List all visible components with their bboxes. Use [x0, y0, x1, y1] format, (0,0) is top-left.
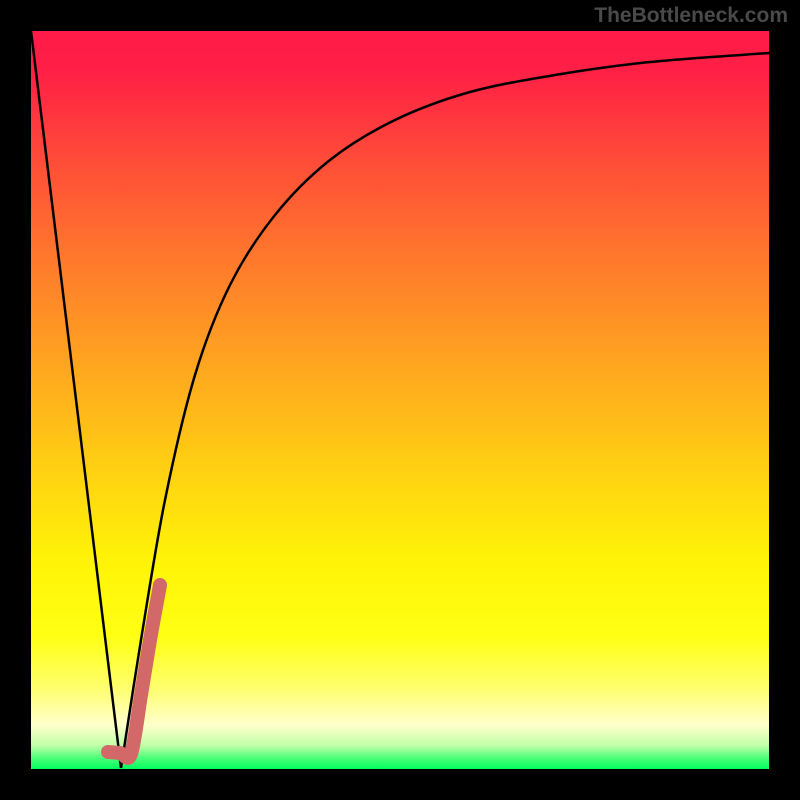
chart-container: TheBottleneck.com — [0, 0, 800, 800]
watermark-text: TheBottleneck.com — [594, 4, 788, 28]
chart-svg — [31, 31, 769, 769]
plot-area — [31, 31, 769, 769]
